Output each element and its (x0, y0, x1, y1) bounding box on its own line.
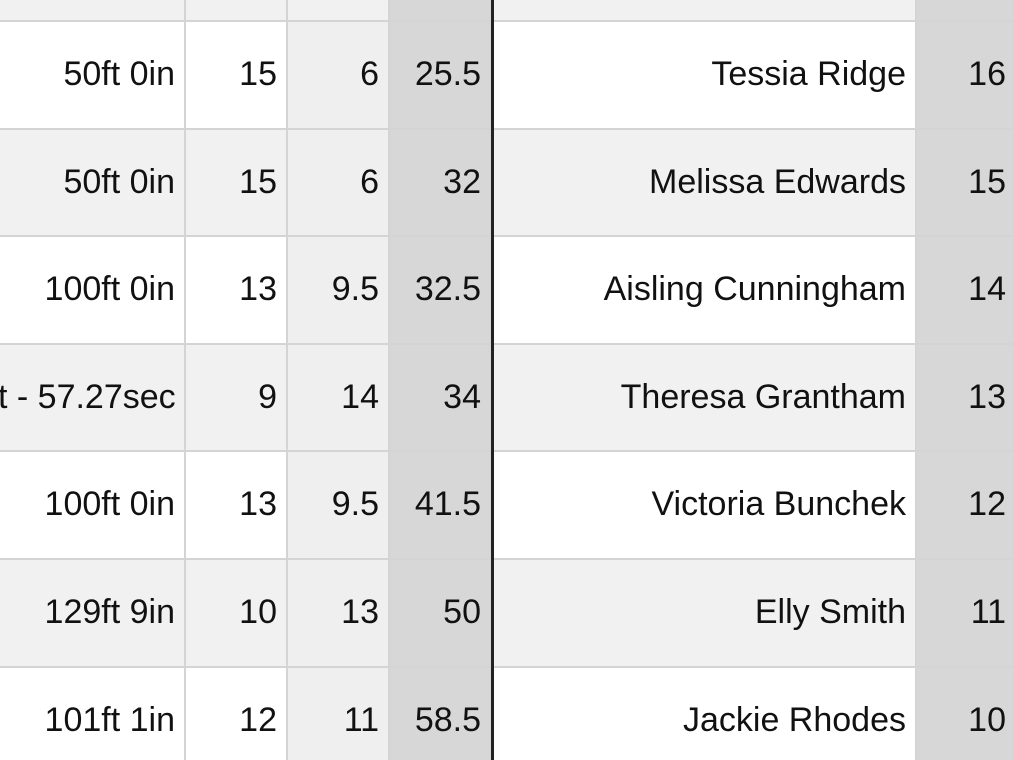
distance-cell: t - 57.27sec (0, 344, 186, 453)
score-cell: 9 (186, 344, 288, 453)
athlete-name-cell: Victoria Bunchek (494, 452, 917, 560)
score-cell: 13 (186, 237, 288, 345)
header-cell (186, 0, 288, 22)
rank-cell: 12 (917, 452, 1013, 560)
total-cell: 34 (390, 344, 492, 453)
rank-cell: 13 (917, 344, 1013, 453)
total-cell: 41.5 (390, 452, 492, 560)
points-cell: 13 (288, 560, 390, 668)
score-cell: 13 (186, 452, 288, 560)
total-cell: 25.5 (390, 22, 492, 130)
score-cell: 12 (186, 667, 288, 760)
header-cell (390, 0, 492, 22)
score-cell: 15 (186, 129, 288, 238)
distance-cell: 100ft 0in (0, 237, 186, 345)
athlete-name-cell: Melissa Edwards (494, 129, 917, 238)
column-divider (491, 0, 494, 760)
points-cell: 9.5 (288, 237, 390, 345)
athlete-name-cell: Jackie Rhodes (494, 667, 917, 760)
header-cell (494, 0, 917, 22)
total-cell: 50 (390, 560, 492, 668)
distance-cell: 101ft 1in (0, 667, 186, 760)
header-cell (288, 0, 390, 22)
points-cell: 14 (288, 344, 390, 453)
distance-cell: 50ft 0in (0, 22, 186, 130)
athlete-name-cell: Theresa Grantham (494, 344, 917, 453)
score-cell: 10 (186, 560, 288, 668)
points-cell: 9.5 (288, 452, 390, 560)
total-cell: 58.5 (390, 667, 492, 760)
distance-cell: 100ft 0in (0, 452, 186, 560)
rank-cell: 15 (917, 129, 1013, 238)
header-cell (917, 0, 1013, 22)
points-cell: 6 (288, 129, 390, 238)
athlete-name-cell: Elly Smith (494, 560, 917, 668)
distance-cell: 50ft 0in (0, 129, 186, 238)
total-cell: 32 (390, 129, 492, 238)
distance-cell: 129ft 9in (0, 560, 186, 668)
rank-cell: 11 (917, 560, 1013, 668)
rank-cell: 10 (917, 667, 1013, 760)
header-cell (0, 0, 186, 22)
athlete-name-cell: Aisling Cunningham (494, 237, 917, 345)
rank-cell: 14 (917, 237, 1013, 345)
total-cell: 32.5 (390, 237, 492, 345)
points-cell: 6 (288, 22, 390, 130)
athlete-name-cell: Tessia Ridge (494, 22, 917, 130)
rank-cell: 16 (917, 22, 1013, 130)
points-cell: 11 (288, 667, 390, 760)
score-cell: 15 (186, 22, 288, 130)
